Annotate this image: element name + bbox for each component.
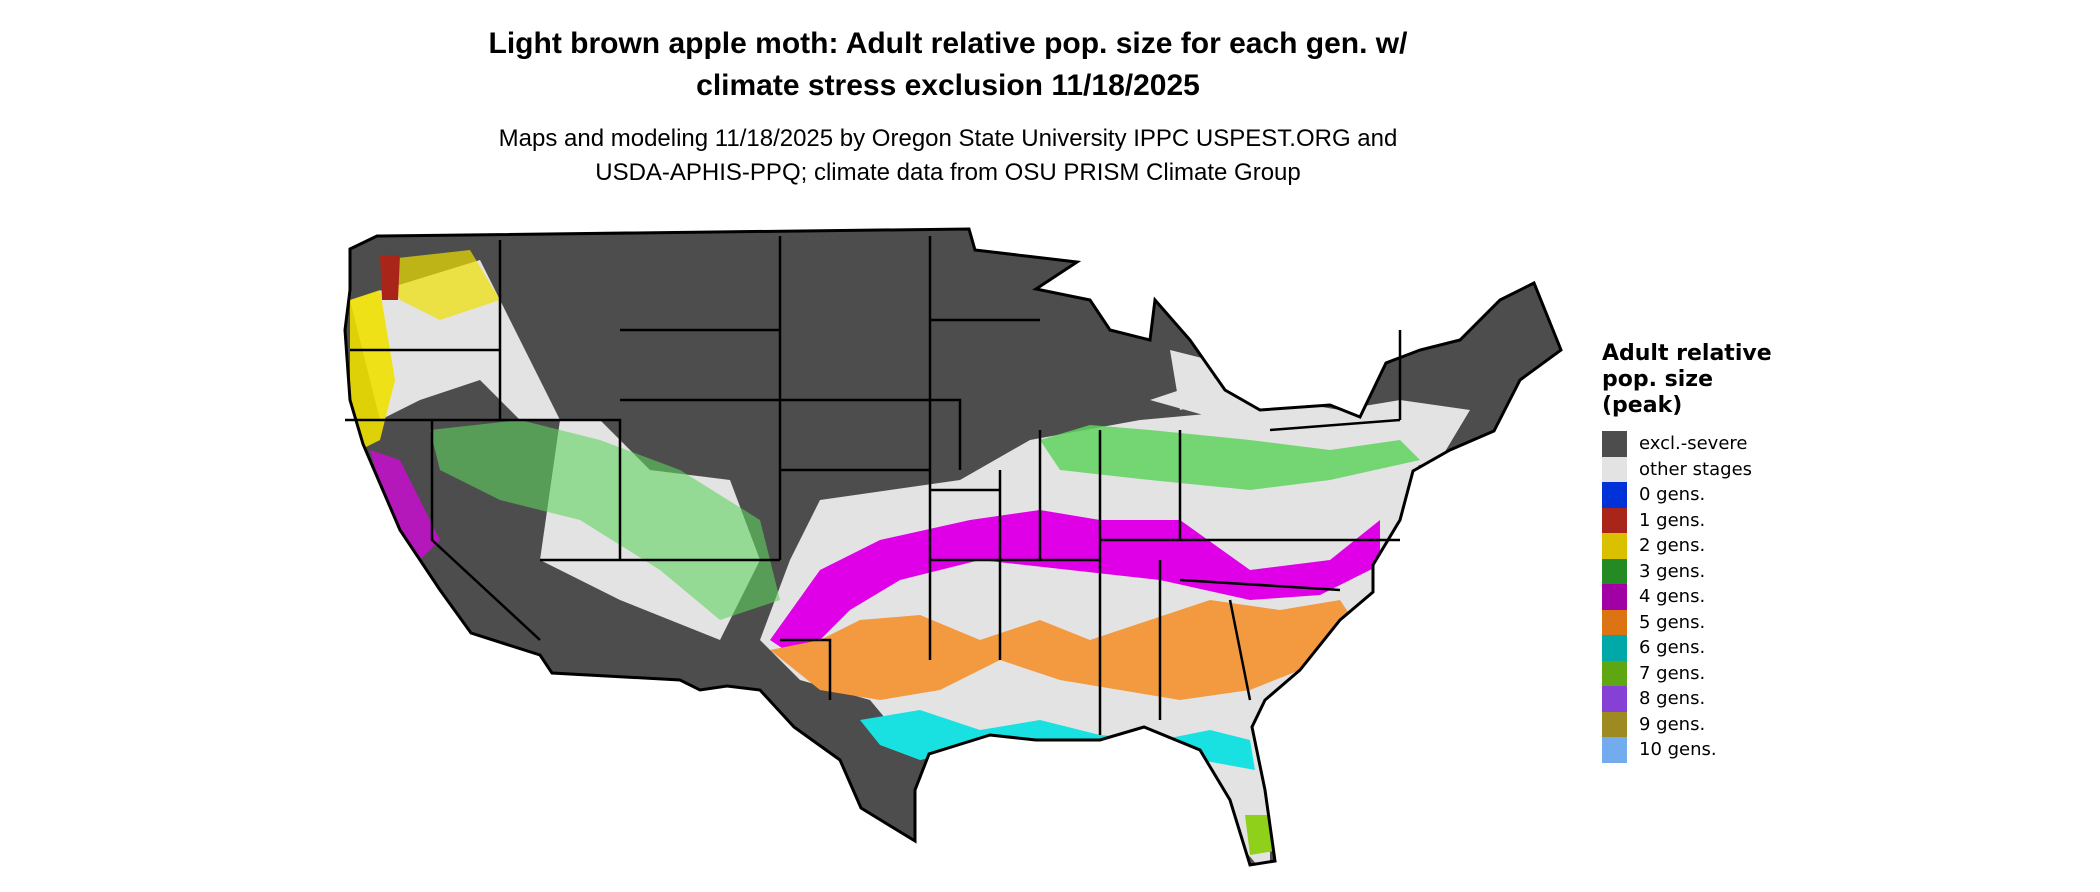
legend-item: 9 gens. bbox=[1602, 711, 1802, 737]
state-borders bbox=[345, 236, 1402, 735]
legend-item: 10 gens. bbox=[1602, 737, 1802, 763]
title-line-1: Light brown apple moth: Adult relative p… bbox=[488, 27, 1408, 60]
legend-item: 7 gens. bbox=[1602, 660, 1802, 686]
legend-label: 8 gens. bbox=[1639, 688, 1706, 710]
legend-swatch bbox=[1602, 533, 1627, 559]
gen4-band-west bbox=[370, 450, 440, 560]
legend-label: 3 gens. bbox=[1639, 560, 1706, 582]
gen3-band-west bbox=[430, 420, 780, 620]
legend-swatch bbox=[1602, 584, 1627, 610]
map-subtitle: Maps and modeling 11/18/2025 by Oregon S… bbox=[0, 122, 1896, 190]
legend-label: 7 gens. bbox=[1639, 662, 1706, 684]
gen3-band-north bbox=[1040, 425, 1420, 490]
legend-label: 10 gens. bbox=[1639, 739, 1717, 761]
legend-item: 1 gens. bbox=[1602, 507, 1802, 533]
legend-item: 2 gens. bbox=[1602, 533, 1802, 559]
legend-label: 4 gens. bbox=[1639, 586, 1706, 608]
legend-item: excl.-severe bbox=[1602, 431, 1802, 457]
legend-item: 5 gens. bbox=[1602, 609, 1802, 635]
legend-swatch bbox=[1602, 456, 1627, 482]
legend-swatch bbox=[1602, 609, 1627, 635]
subtitle-line-1: Maps and modeling 11/18/2025 by Oregon S… bbox=[498, 125, 1398, 152]
legend-item: 3 gens. bbox=[1602, 558, 1802, 584]
gen2-band-north bbox=[380, 250, 500, 320]
legend-item: 6 gens. bbox=[1602, 635, 1802, 661]
legend-item: other stages bbox=[1602, 456, 1802, 482]
gen1-spot bbox=[380, 255, 400, 300]
legend: Adult relative pop. size (peak) excl.-se… bbox=[1602, 341, 1802, 763]
legend-item: 4 gens. bbox=[1602, 584, 1802, 610]
gen5-band bbox=[770, 600, 1360, 700]
legend-swatch bbox=[1602, 686, 1627, 712]
gen4-band bbox=[770, 510, 1380, 660]
legend-label: 9 gens. bbox=[1639, 713, 1706, 735]
legend-swatch bbox=[1602, 482, 1627, 508]
legend-swatch bbox=[1602, 635, 1627, 661]
legend-swatch bbox=[1602, 507, 1627, 533]
legend-swatch bbox=[1602, 431, 1627, 457]
legend-label: 6 gens. bbox=[1639, 637, 1706, 659]
legend-title-line-2: pop. size bbox=[1602, 367, 1713, 392]
legend-swatch bbox=[1602, 711, 1627, 737]
map-title: Light brown apple moth: Adult relative p… bbox=[0, 23, 1896, 107]
legend-swatch bbox=[1602, 737, 1627, 763]
legend-swatch bbox=[1602, 660, 1627, 686]
legend-label: other stages bbox=[1639, 458, 1753, 480]
legend-label: 2 gens. bbox=[1639, 535, 1706, 557]
legend-item: 8 gens. bbox=[1602, 686, 1802, 712]
legend-item: 0 gens. bbox=[1602, 482, 1802, 508]
legend-label: 5 gens. bbox=[1639, 611, 1706, 633]
legend-items: excl.-severe other stages 0 gens. 1 gens. 2 … bbox=[1602, 431, 1802, 763]
title-line-2: climate stress exclusion 11/18/2025 bbox=[696, 69, 1200, 102]
legend-title-line-1: Adult relative bbox=[1602, 341, 1772, 366]
legend-swatch bbox=[1602, 558, 1627, 584]
gen2-band-west-coast bbox=[350, 290, 395, 450]
legend-title: Adult relative pop. size (peak) bbox=[1602, 341, 1802, 419]
legend-label: 1 gens. bbox=[1639, 509, 1706, 531]
legend-title-line-3: (peak) bbox=[1602, 393, 1683, 418]
subtitle-line-2: USDA-APHIS-PPQ; climate data from OSU PR… bbox=[595, 159, 1301, 186]
legend-label: excl.-severe bbox=[1639, 433, 1748, 455]
legend-label: 0 gens. bbox=[1639, 484, 1706, 506]
